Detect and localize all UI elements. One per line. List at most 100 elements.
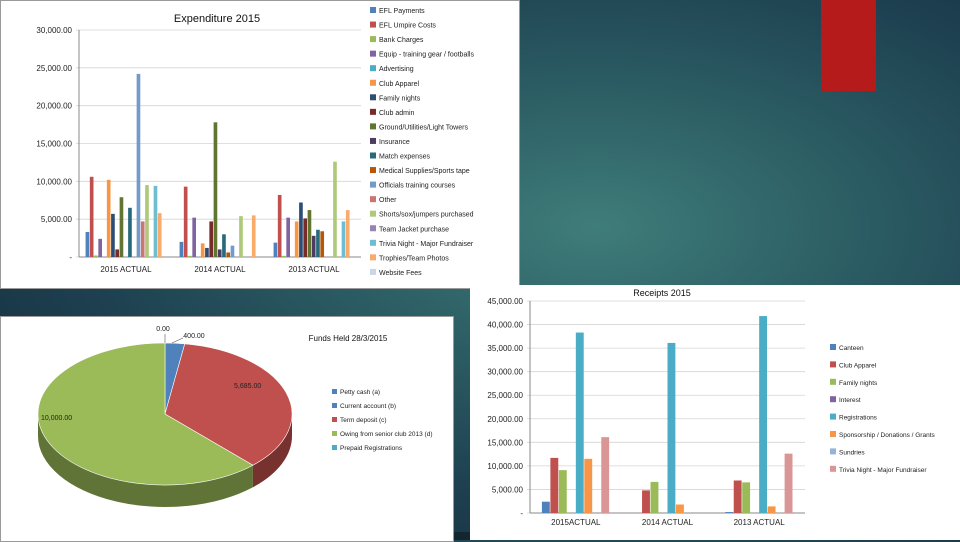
expenditure-bar-insurance [217, 249, 222, 257]
expenditure-bar-ground-utilities-light-towers [213, 122, 218, 258]
expenditure-bar-efl-payments [179, 241, 184, 257]
expenditure-chart: Expenditure 2015 30,000.00 25,000.00 20,00… [36, 7, 474, 277]
expenditure-legend-entry: Team Jacket purchase [379, 226, 449, 233]
expenditure-legend-entry: Bank Charges [379, 37, 424, 44]
expenditure-bar-officials-training-courses [136, 73, 141, 258]
expenditure-bar-trivia-night-major-fundraiser [341, 221, 346, 257]
pie-slice-side-term-deposit-c [252, 414, 292, 488]
expenditure-legend-swatch [370, 50, 376, 57]
expenditure-legend-swatch [370, 21, 376, 28]
expenditure-legend-swatch [370, 239, 376, 246]
expenditure-bar-family-nights [111, 213, 115, 257]
expenditure-legend-entry: Officials training courses [379, 183, 456, 190]
pie-slice-term-deposit-c [164, 343, 293, 466]
expenditure-legend-swatch [370, 268, 376, 275]
pie-legend-entry: Owing from senior club 2013 (d) [340, 431, 433, 438]
pie-legend-swatch [332, 431, 337, 436]
pie-legend-swatch [332, 403, 337, 408]
receipts-legend-swatch [830, 448, 836, 455]
expenditure-legend-swatch [370, 137, 376, 144]
receipts-y-tick-label: - [520, 509, 523, 518]
expenditure-legend-entry: Family nights [379, 95, 421, 102]
expenditure-bar-shorts-sox-jumpers-purchased [239, 216, 243, 257]
pie-data-label-petty-cash-a: 0.00 [156, 326, 170, 333]
expenditure-bar-equip-training-gear-footballs [192, 217, 196, 257]
receipts-legend-entry: Trivia Night - Major Fundraiser [839, 467, 927, 474]
receipts-y-tick-label: 35,000.00 [487, 344, 523, 353]
receipts-legend-swatch [830, 361, 836, 368]
expenditure-legend-swatch [370, 108, 376, 115]
receipts-bar-registrations [667, 342, 676, 513]
expenditure-bar-efl-umpire-costs [89, 176, 94, 257]
expenditure-bar-equip-training-gear-footballs [286, 217, 290, 257]
receipts-legend-swatch [830, 396, 836, 403]
expenditure-legend-entry: EFL Payments [379, 8, 425, 15]
receipts-legend-entry: Interest [839, 397, 861, 404]
receipts-bar-registrations [759, 316, 768, 513]
expenditure-x-tick-label: 2013 ACTUAL [288, 265, 340, 274]
receipts-legend-entry: Sponsorship / Donations / Grants [839, 432, 935, 439]
expenditure-y-tick-label: 15,000.00 [36, 140, 72, 149]
expenditure-bar-club-admin [303, 218, 308, 257]
expenditure-legend-entry: Equip - training gear / footballs [379, 52, 474, 59]
accent-block [821, 0, 876, 91]
expenditure-bar-club-admin [209, 221, 214, 257]
receipts-bar-family-nights [650, 481, 659, 513]
pie-legend-entry: Term deposit (c) [340, 417, 387, 424]
receipts-chart-title: Receipts 2015 [633, 288, 691, 298]
funds-pie-chart: Funds Held 28/3/2015 0.00 400.00 5,685.00 1… [37, 326, 433, 507]
receipts-bar-sponsorship-donations-grants [584, 458, 593, 513]
expenditure-bar-club-apparel [200, 243, 205, 257]
pie-legend-swatch [332, 417, 337, 422]
expenditure-legend-swatch [370, 7, 376, 13]
expenditure-y-tick-label: 30,000.00 [36, 26, 72, 35]
expenditure-legend-entry: Advertising [379, 66, 414, 73]
expenditure-bar-bank-charges [282, 255, 286, 257]
receipts-y-tick-label: 25,000.00 [487, 391, 523, 400]
expenditure-legend-swatch [370, 210, 376, 217]
expenditure-bar-match-expenses [128, 207, 132, 257]
receipts-x-tick-label: 2014 ACTUAL [642, 518, 694, 527]
expenditure-bar-trophies-team-photos [157, 213, 162, 257]
receipts-y-tick-label: 20,000.00 [487, 415, 523, 424]
receipts-legend-entry: Family nights [839, 380, 878, 387]
expenditure-bar-efl-umpire-costs [183, 186, 188, 257]
expenditure-legend-swatch [370, 36, 376, 43]
expenditure-bar-efl-umpire-costs [277, 194, 282, 257]
receipts-legend-entry: Canteen [839, 345, 864, 352]
receipts-chart: Receipts 2015 45,000.00 40,000.00 35,000.0… [487, 288, 935, 527]
funds-chart-title: Funds Held 28/3/2015 [309, 334, 388, 343]
expenditure-bar-efl-payments [85, 232, 90, 257]
expenditure-bar-trophies-team-photos [345, 210, 350, 257]
pie-legend-swatch [332, 389, 337, 394]
expenditure-y-tick-label: 25,000.00 [36, 64, 72, 73]
expenditure-legend-swatch [370, 167, 376, 174]
expenditure-bar-medical-supplies-sports-tape [226, 252, 231, 257]
pie-data-label-term-deposit-c: 5,685.00 [234, 383, 261, 390]
expenditure-bar-bank-charges [94, 255, 98, 257]
receipts-y-tick-label: 15,000.00 [487, 438, 523, 447]
expenditure-bar-club-admin [115, 249, 120, 257]
expenditure-bar-ground-utilities-light-towers [307, 210, 312, 257]
expenditure-bar-match-expenses [316, 229, 320, 257]
receipts-legend-swatch [830, 465, 836, 472]
receipts-bar-club-apparel [642, 490, 650, 513]
expenditure-legend-entry: Club Apparel [379, 81, 420, 88]
pie-legend-entry: Petty cash (a) [340, 389, 380, 396]
receipts-bar-trivia-night-major-fundraiser [784, 453, 793, 513]
receipts-bar-registrations [575, 332, 584, 513]
receipts-chart-panel: Receipts 2015 45,000.00 40,000.00 35,000.0… [470, 285, 960, 540]
pie-legend-entry: Current account (b) [340, 403, 396, 410]
expenditure-legend-entry: Club admin [379, 110, 415, 117]
expenditure-legend-entry: Shorts/sox/jumpers purchased [379, 212, 474, 219]
expenditure-chart-panel: Expenditure 2015 30,000.00 25,000.00 20,00… [0, 0, 520, 289]
receipts-y-tick-label: 5,000.00 [492, 485, 524, 494]
expenditure-legend-swatch [370, 79, 376, 86]
receipts-bar-club-apparel [733, 480, 742, 513]
receipts-bar-canteen [725, 512, 734, 513]
expenditure-bar-trivia-night-major-fundraiser [153, 185, 158, 257]
receipts-bar-sponsorship-donations-grants [767, 506, 776, 513]
receipts-legend-swatch [830, 378, 836, 385]
expenditure-legend-entry: Insurance [379, 139, 410, 146]
expenditure-bar-equip-training-gear-footballs [98, 238, 102, 257]
